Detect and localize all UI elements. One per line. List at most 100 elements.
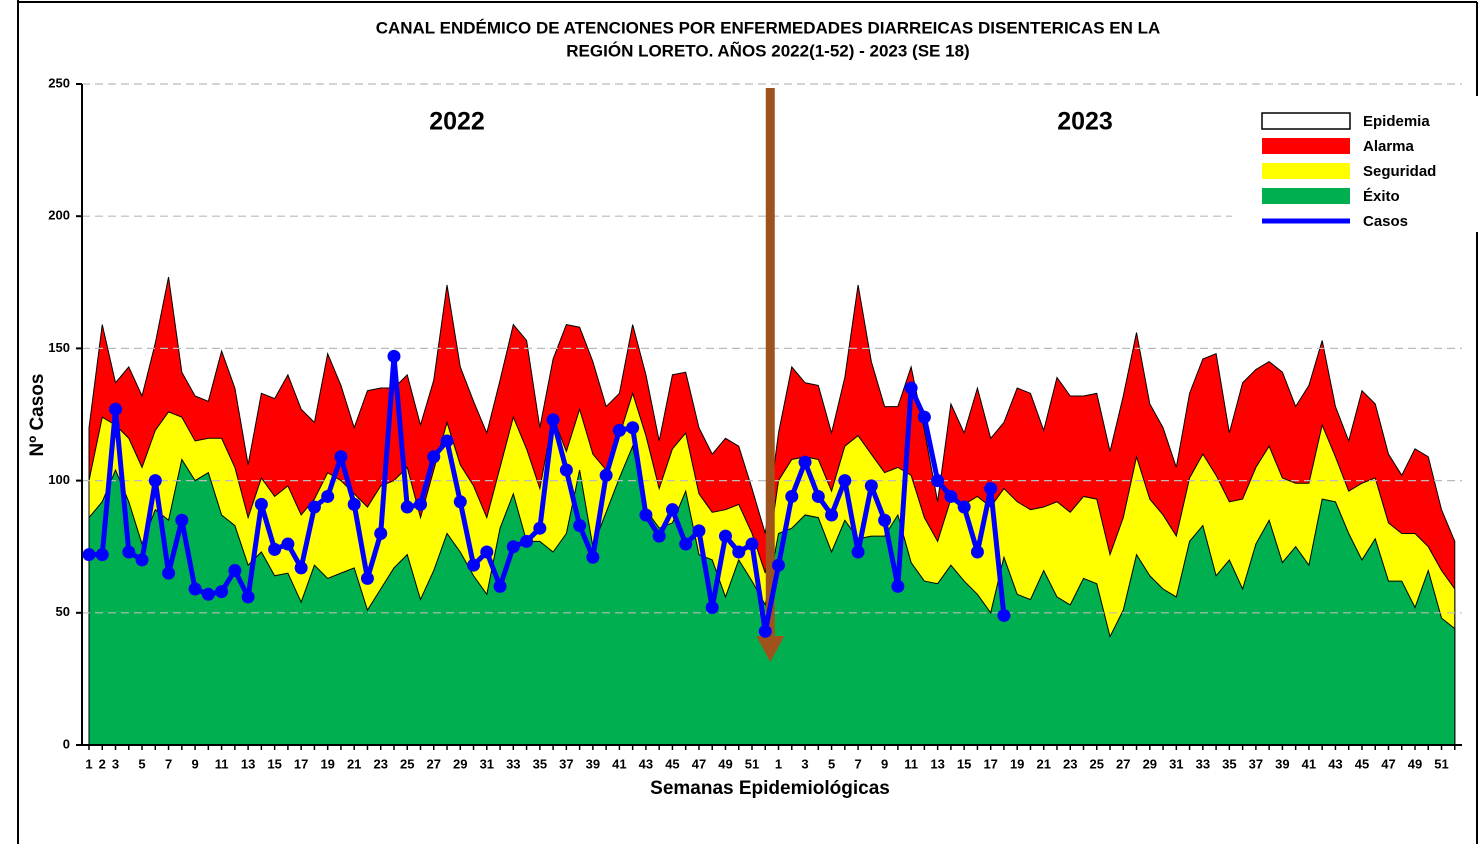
cases-marker: [626, 421, 640, 435]
year-divider-arrowhead: [756, 636, 785, 662]
cases-marker: [838, 474, 852, 488]
x-tick-label: 35: [533, 756, 547, 771]
x-tick-label: 31: [480, 756, 494, 771]
cases-marker: [559, 463, 573, 477]
x-tick-label: 27: [427, 756, 441, 771]
cases-marker: [917, 410, 931, 424]
cases-marker: [745, 537, 759, 551]
cases-marker: [665, 503, 679, 517]
x-tick-label: 45: [1355, 756, 1369, 771]
cases-marker: [811, 489, 825, 503]
cases-marker: [586, 550, 600, 564]
chart-title: REGIÓN LORETO. AÑOS 2022(1-52) - 2023 (S…: [566, 40, 969, 60]
x-tick-label: 27: [1116, 756, 1130, 771]
cases-marker: [148, 474, 162, 488]
x-tick-label: 11: [904, 756, 918, 771]
cases-marker: [785, 489, 799, 503]
cases-marker: [732, 545, 746, 559]
cases-marker: [347, 497, 361, 511]
y-tick-label: 100: [48, 472, 70, 487]
cases-marker: [241, 590, 255, 604]
x-tick-label: 1: [775, 756, 782, 771]
cases-marker: [639, 508, 653, 522]
cases-marker: [891, 579, 905, 593]
annotation: 2023: [1057, 108, 1113, 136]
x-tick-label: 49: [718, 756, 732, 771]
x-tick-label: 21: [347, 756, 361, 771]
cases-marker: [944, 489, 958, 503]
x-tick-label: 1: [85, 756, 92, 771]
cases-marker: [612, 423, 626, 437]
x-tick-label: 47: [692, 756, 706, 771]
legend-swatch: [1262, 138, 1350, 154]
x-tick-label: 31: [1169, 756, 1183, 771]
chart-title: CANAL ENDÉMICO DE ATENCIONES POR ENFERME…: [376, 18, 1161, 37]
x-tick-label: 33: [506, 756, 520, 771]
legend-label: Alarma: [1363, 138, 1415, 155]
cases-marker: [387, 349, 401, 363]
x-tick-label: 7: [854, 756, 861, 771]
y-tick-label: 250: [48, 75, 70, 90]
cases-marker: [400, 500, 414, 514]
cases-marker: [307, 500, 321, 514]
x-tick-label: 17: [294, 756, 308, 771]
x-tick-label: 15: [267, 756, 281, 771]
y-tick-label: 150: [48, 340, 70, 355]
x-tick-label: 33: [1196, 756, 1210, 771]
cases-marker: [599, 468, 613, 482]
cases-marker: [95, 548, 109, 562]
cases-marker: [997, 608, 1011, 622]
cases-marker: [188, 582, 202, 596]
cases-marker: [520, 534, 534, 548]
cases-marker: [268, 542, 282, 556]
cases-marker: [440, 434, 454, 448]
x-tick-label: 3: [801, 756, 808, 771]
y-tick-label: 50: [56, 604, 70, 619]
cases-marker: [414, 497, 427, 511]
cases-marker: [904, 381, 918, 395]
x-tick-label: 25: [1090, 756, 1104, 771]
x-tick-label: 29: [1143, 756, 1157, 771]
cases-marker: [467, 558, 481, 572]
y-axis-label: Nº Casos: [27, 374, 48, 457]
x-tick-label: 49: [1408, 756, 1422, 771]
cases-marker: [825, 508, 839, 522]
x-tick-label: 43: [1328, 756, 1342, 771]
cases-marker: [254, 497, 268, 511]
cases-marker: [228, 563, 242, 577]
cases-marker: [758, 624, 772, 638]
cases-marker: [652, 529, 666, 543]
x-tick-label: 13: [241, 756, 255, 771]
cases-marker: [122, 545, 136, 559]
legend-label: Seguridad: [1363, 163, 1436, 180]
x-tick-label: 39: [586, 756, 600, 771]
cases-marker: [533, 521, 547, 535]
cases-marker: [864, 479, 878, 493]
x-tick-label: 23: [373, 756, 387, 771]
cases-marker: [984, 482, 998, 496]
cases-marker: [360, 571, 374, 585]
legend-swatch: [1261, 112, 1351, 130]
cases-marker: [427, 450, 441, 464]
x-tick-label: 43: [639, 756, 653, 771]
x-tick-label: 45: [665, 756, 679, 771]
legend-label: Epidemia: [1363, 113, 1430, 130]
x-tick-label: 9: [881, 756, 888, 771]
cases-marker: [321, 489, 335, 503]
x-tick-label: 25: [400, 756, 414, 771]
cases-marker: [480, 545, 494, 559]
x-tick-label: 17: [983, 756, 997, 771]
x-tick-label: 15: [957, 756, 971, 771]
cases-marker: [109, 402, 123, 416]
cases-marker: [705, 601, 719, 615]
cases-marker: [215, 585, 229, 599]
cases-marker: [334, 450, 348, 464]
legend-swatch: [1262, 163, 1350, 179]
cases-marker: [374, 526, 388, 540]
cases-marker: [493, 579, 507, 593]
x-tick-label: 29: [453, 756, 467, 771]
x-tick-label: 41: [612, 756, 626, 771]
cases-marker: [931, 474, 945, 488]
